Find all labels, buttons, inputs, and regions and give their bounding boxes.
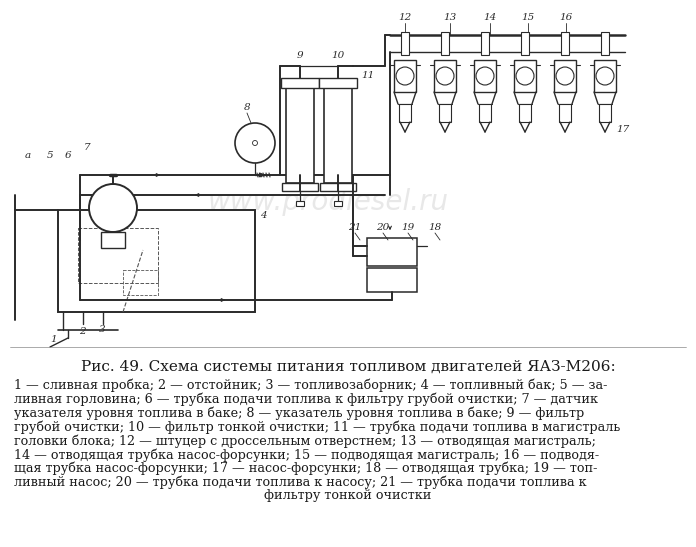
Bar bbox=[286, 88, 314, 183]
Bar bbox=[367, 238, 417, 266]
Text: 10: 10 bbox=[331, 51, 345, 61]
Text: грубой очистки; 10 — фильтр тонкой очистки; 11 — трубка подачи топлива в магистр: грубой очистки; 10 — фильтр тонкой очист… bbox=[14, 421, 620, 434]
Text: Рис. 49. Схема системы питания топливом двигателей ЯАЗ-М206:: Рис. 49. Схема системы питания топливом … bbox=[81, 360, 615, 374]
Text: 20: 20 bbox=[377, 224, 390, 232]
Text: головки блока; 12 — штуцер с дроссельным отверстнем; 13 — отводящая магистраль;: головки блока; 12 — штуцер с дроссельным… bbox=[14, 434, 596, 447]
Bar bbox=[521, 32, 529, 55]
Bar bbox=[519, 104, 531, 122]
Bar bbox=[554, 60, 576, 92]
Bar bbox=[439, 104, 451, 122]
Text: 3: 3 bbox=[99, 325, 105, 335]
Text: www.prodiesel.ru: www.prodiesel.ru bbox=[207, 188, 448, 216]
Text: 14 — отводящая трубка насос-форсунки; 15 — подводящая магистраль; 16 — подводя-: 14 — отводящая трубка насос-форсунки; 15… bbox=[14, 448, 599, 462]
Bar bbox=[559, 104, 571, 122]
Text: щая трубка насос-форсунки; 17 — насос-форсунки; 18 — отводящая трубка; 19 — топ-: щая трубка насос-форсунки; 17 — насос-фо… bbox=[14, 462, 597, 475]
Text: 1 — сливная пробка; 2 — отстойник; 3 — топливозаборник; 4 — топливный бак; 5 — з: 1 — сливная пробка; 2 — отстойник; 3 — т… bbox=[14, 379, 608, 393]
Bar bbox=[320, 183, 356, 191]
Text: 7: 7 bbox=[84, 143, 90, 153]
Text: 15: 15 bbox=[521, 13, 535, 21]
Text: 1: 1 bbox=[51, 335, 57, 345]
Bar bbox=[434, 60, 456, 92]
Text: 11: 11 bbox=[361, 71, 374, 79]
Text: 6: 6 bbox=[65, 150, 71, 160]
Text: 14: 14 bbox=[484, 13, 497, 21]
Bar bbox=[561, 32, 569, 55]
Text: указателя уровня топлива в баке; 8 — указатель уровня топлива в баке; 9 — фильтр: указателя уровня топлива в баке; 8 — ука… bbox=[14, 406, 584, 420]
Text: 13: 13 bbox=[443, 13, 457, 21]
Bar bbox=[101, 232, 125, 248]
Circle shape bbox=[253, 141, 258, 146]
Bar bbox=[399, 104, 411, 122]
Circle shape bbox=[476, 67, 494, 85]
Text: а: а bbox=[25, 150, 31, 160]
Bar bbox=[481, 32, 489, 55]
Bar bbox=[58, 210, 255, 312]
Text: ливная горловина; 6 — трубка подачи топлива к фильтру грубой очистки; 7 — датчик: ливная горловина; 6 — трубка подачи топл… bbox=[14, 393, 598, 406]
Text: 8: 8 bbox=[244, 103, 251, 113]
Bar bbox=[514, 60, 536, 92]
Text: 4: 4 bbox=[260, 211, 267, 219]
Bar bbox=[394, 60, 416, 92]
Circle shape bbox=[556, 67, 574, 85]
Bar bbox=[474, 60, 496, 92]
Bar bbox=[296, 201, 304, 206]
Bar bbox=[78, 228, 158, 283]
Text: 19: 19 bbox=[402, 224, 415, 232]
Bar bbox=[123, 270, 158, 295]
Bar bbox=[601, 32, 609, 55]
Text: 21: 21 bbox=[349, 224, 362, 232]
Bar bbox=[367, 268, 417, 292]
Bar bbox=[334, 201, 342, 206]
Bar bbox=[281, 78, 319, 88]
Text: 2: 2 bbox=[79, 328, 86, 336]
Text: 18: 18 bbox=[428, 224, 442, 232]
Circle shape bbox=[516, 67, 534, 85]
Bar bbox=[441, 32, 449, 55]
Bar bbox=[599, 104, 611, 122]
Circle shape bbox=[235, 123, 275, 163]
Bar bbox=[282, 183, 318, 191]
Text: фильтру тонкой очистки: фильтру тонкой очистки bbox=[264, 490, 432, 502]
Circle shape bbox=[396, 67, 414, 85]
Circle shape bbox=[436, 67, 454, 85]
Text: 16: 16 bbox=[560, 13, 573, 21]
Text: 9: 9 bbox=[296, 51, 303, 61]
Bar bbox=[594, 60, 616, 92]
Bar bbox=[319, 78, 357, 88]
Text: 12: 12 bbox=[398, 13, 411, 21]
Bar bbox=[401, 32, 409, 55]
Text: 17: 17 bbox=[617, 125, 630, 135]
Circle shape bbox=[89, 184, 137, 232]
Text: 5: 5 bbox=[47, 150, 54, 160]
Circle shape bbox=[596, 67, 614, 85]
Text: ливный насос; 20 — трубка подачи топлива к насосу; 21 — трубка подачи топлива к: ливный насос; 20 — трубка подачи топлива… bbox=[14, 475, 587, 489]
Bar bbox=[479, 104, 491, 122]
Bar bbox=[324, 88, 352, 183]
